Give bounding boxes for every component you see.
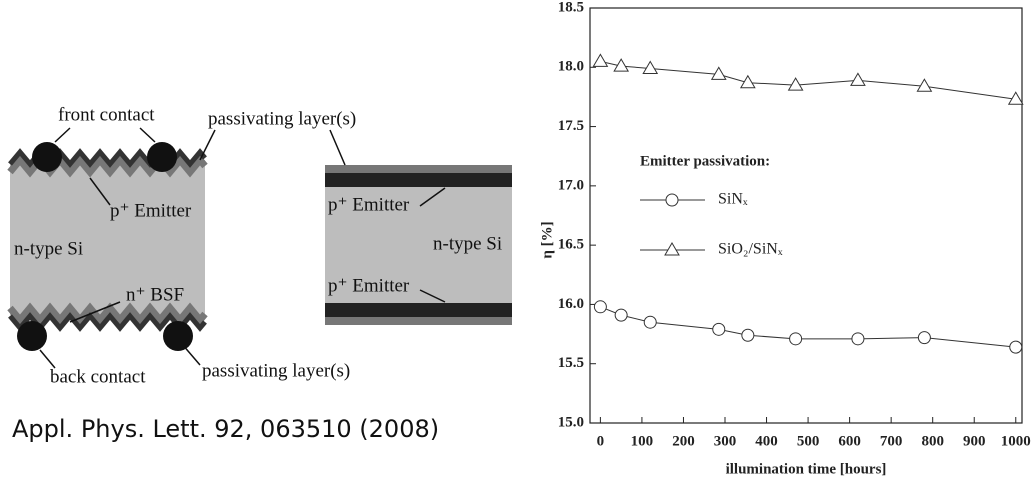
label: p⁺ Emitter <box>110 200 192 221</box>
left-cell <box>7 127 216 369</box>
label: p⁺ Emitter <box>328 194 410 215</box>
data-point <box>614 308 628 322</box>
y-tick-label: 18.0 <box>558 59 584 75</box>
y-axis-label: η [%] <box>539 221 555 258</box>
data-point <box>1007 91 1024 105</box>
label: back contact <box>50 366 146 387</box>
label: n⁺ BSF <box>126 284 184 305</box>
data-point <box>789 332 803 346</box>
y-tick-label: 16.0 <box>558 296 584 312</box>
legend-label: SiNₓ <box>718 191 748 208</box>
y-tick-label: 16.5 <box>558 237 584 253</box>
data-point <box>850 72 866 86</box>
x-tick-label: 0 <box>597 433 605 449</box>
legend-label: SiO₂/SiNₓ <box>718 241 783 258</box>
legend-title: Emitter passivation: <box>640 153 770 169</box>
data-point <box>712 322 726 336</box>
data-point <box>613 58 630 72</box>
x-tick-label: 600 <box>838 433 861 449</box>
data-point <box>1009 340 1023 354</box>
x-tick-label: 200 <box>672 433 695 449</box>
legend-marker <box>665 193 679 207</box>
plot-frame <box>589 7 1023 424</box>
x-axis-label: illumination time [hours] <box>726 461 887 477</box>
x-tick-label: 800 <box>921 433 944 449</box>
data-point <box>739 74 756 89</box>
label: n-type Si <box>14 238 83 259</box>
data-point <box>642 60 659 74</box>
x-tick-label: 300 <box>714 433 737 449</box>
y-tick-label: 17.5 <box>558 118 584 134</box>
label: passivating layer(s) <box>208 108 356 129</box>
data-point <box>741 328 755 342</box>
x-tick-label: 900 <box>963 433 986 449</box>
data-point <box>710 66 727 80</box>
label: p⁺ Emitter <box>328 275 410 296</box>
label: passivating layer(s) <box>202 360 350 381</box>
x-tick-label: 700 <box>880 433 903 449</box>
data-point <box>916 78 933 92</box>
x-tick-label: 500 <box>797 433 820 449</box>
series-line <box>600 60 1016 100</box>
data-point <box>643 315 657 329</box>
x-tick-label: 100 <box>631 433 654 449</box>
y-tick-label: 15.0 <box>558 414 584 430</box>
data-point <box>787 77 804 91</box>
right-cell <box>325 129 512 325</box>
label: n-type Si <box>433 233 502 254</box>
citation: Appl. Phys. Lett. 92, 063510 (2008) <box>12 415 439 443</box>
label: front contact <box>58 104 155 125</box>
x-tick-label: 400 <box>755 433 778 449</box>
y-tick-label: 15.5 <box>558 355 584 371</box>
y-tick-label: 18.5 <box>558 0 584 15</box>
x-tick-label: 1000 <box>1001 433 1031 449</box>
data-point <box>851 332 865 346</box>
legend-marker <box>664 242 680 256</box>
data-point <box>917 331 931 345</box>
series-line <box>600 306 1016 348</box>
y-tick-label: 17.0 <box>558 177 584 193</box>
data-point <box>592 53 609 67</box>
data-point <box>593 300 607 314</box>
